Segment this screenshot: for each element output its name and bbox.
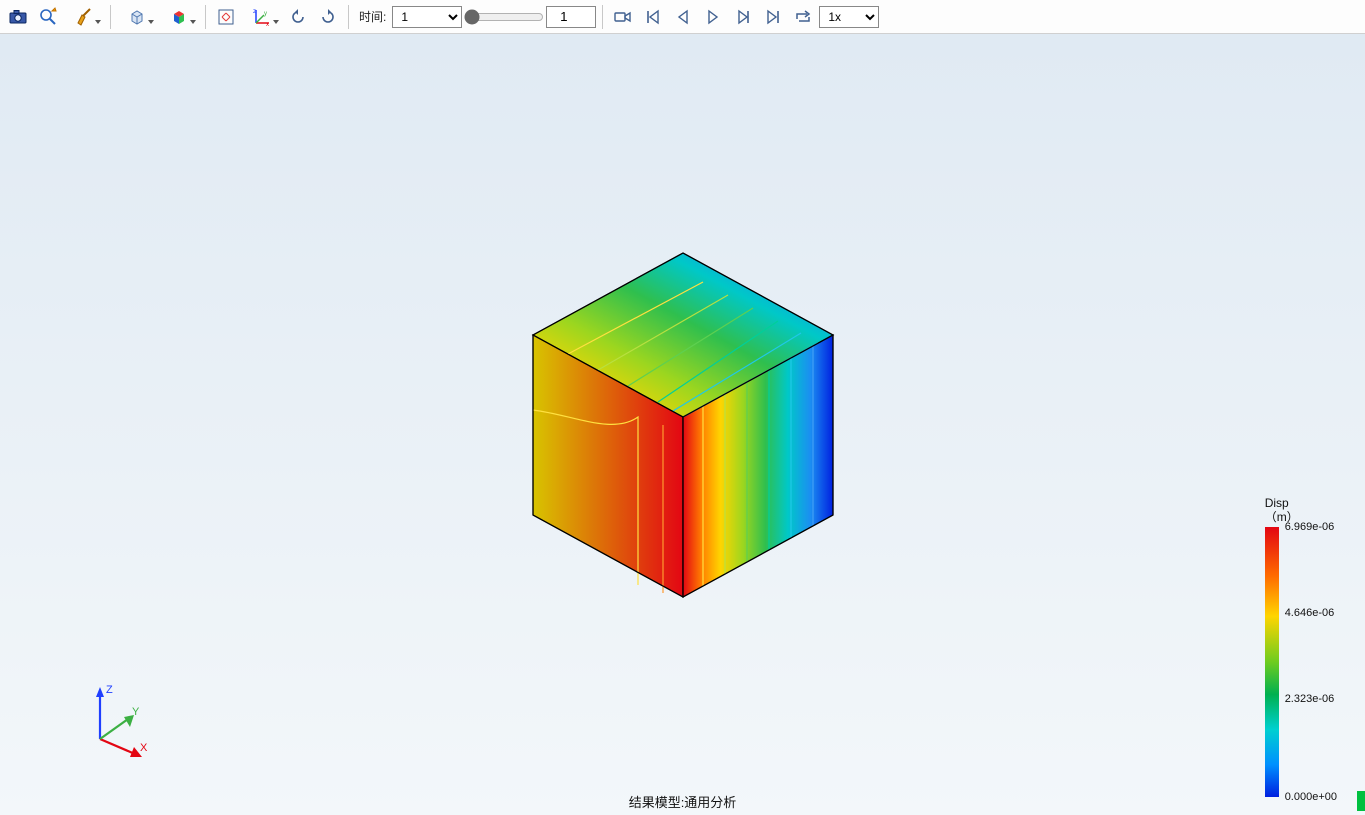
axis-icon: z x y <box>252 7 272 27</box>
chevron-down-icon <box>148 20 154 24</box>
legend-tick: 2.323e-06 <box>1285 693 1337 705</box>
skip-first-icon <box>644 8 662 26</box>
video-camera-icon <box>613 7 633 27</box>
svg-text:X: X <box>140 742 148 754</box>
toolbar: z x y 时间: 1 <box>0 0 1365 34</box>
loop-icon <box>793 7 813 27</box>
svg-text:x: x <box>266 22 269 27</box>
status-text: 结果模型:通用分析 <box>629 792 737 811</box>
rotate-ccw-icon <box>288 7 308 27</box>
toolbar-separator <box>348 5 349 29</box>
svg-text:Z: Z <box>106 684 113 696</box>
chevron-down-icon <box>190 20 196 24</box>
skip-last-icon <box>764 8 782 26</box>
time-select[interactable]: 1 <box>392 6 462 28</box>
axis-preset-button[interactable]: z x y <box>242 3 282 31</box>
brush-icon <box>74 7 94 27</box>
legend-tick: 4.646e-06 <box>1285 607 1337 619</box>
chevron-down-icon <box>95 20 101 24</box>
step-back-icon <box>674 8 692 26</box>
cube-wire-icon <box>127 7 147 27</box>
cube-color-icon <box>169 7 189 27</box>
camera-icon <box>8 7 28 27</box>
time-label: 时间: <box>359 8 386 25</box>
next-frame-button[interactable] <box>729 3 757 31</box>
rotate-ccw-button[interactable] <box>284 3 312 31</box>
legend-colorbar <box>1265 527 1279 797</box>
legend-tick: 6.969e-06 <box>1285 521 1337 533</box>
time-slider[interactable] <box>464 9 544 25</box>
clean-button[interactable] <box>64 3 104 31</box>
colormap-cube-button[interactable] <box>159 3 199 31</box>
legend-ticks: 6.969e-064.646e-062.323e-060.000e+00 <box>1285 527 1337 797</box>
legend-tick: 0.000e+00 <box>1285 791 1337 803</box>
svg-text:y: y <box>264 11 267 17</box>
speed-select[interactable]: 1x <box>819 6 879 28</box>
camera-snapshot-button[interactable] <box>4 3 32 31</box>
first-frame-button[interactable] <box>639 3 667 31</box>
fit-view-button[interactable] <box>212 3 240 31</box>
svg-text:z: z <box>253 9 256 15</box>
step-fwd-icon <box>734 8 752 26</box>
play-button[interactable] <box>699 3 727 31</box>
toolbar-separator <box>110 5 111 29</box>
rotate-cw-button[interactable] <box>314 3 342 31</box>
svg-text:Y: Y <box>132 706 140 718</box>
magnifier-icon <box>38 7 58 27</box>
view-cube-button[interactable] <box>117 3 157 31</box>
zoom-selection-button[interactable] <box>34 3 62 31</box>
viewport-3d[interactable]: Disp （m） 6.969e-064.646e-062.323e-060.00… <box>0 34 1365 815</box>
fit-icon <box>216 7 236 27</box>
rotate-cw-icon <box>318 7 338 27</box>
play-icon <box>704 8 722 26</box>
color-legend: Disp （m） 6.969e-064.646e-062.323e-060.00… <box>1265 496 1337 797</box>
axis-triad: Z X Y <box>80 679 160 759</box>
side-marker <box>1357 791 1365 811</box>
toolbar-separator <box>602 5 603 29</box>
chevron-down-icon <box>273 20 279 24</box>
last-frame-button[interactable] <box>759 3 787 31</box>
time-spin[interactable] <box>546 6 596 28</box>
loop-button[interactable] <box>789 3 817 31</box>
prev-frame-button[interactable] <box>669 3 697 31</box>
record-button[interactable] <box>609 3 637 31</box>
result-cube <box>513 235 853 615</box>
toolbar-separator <box>205 5 206 29</box>
